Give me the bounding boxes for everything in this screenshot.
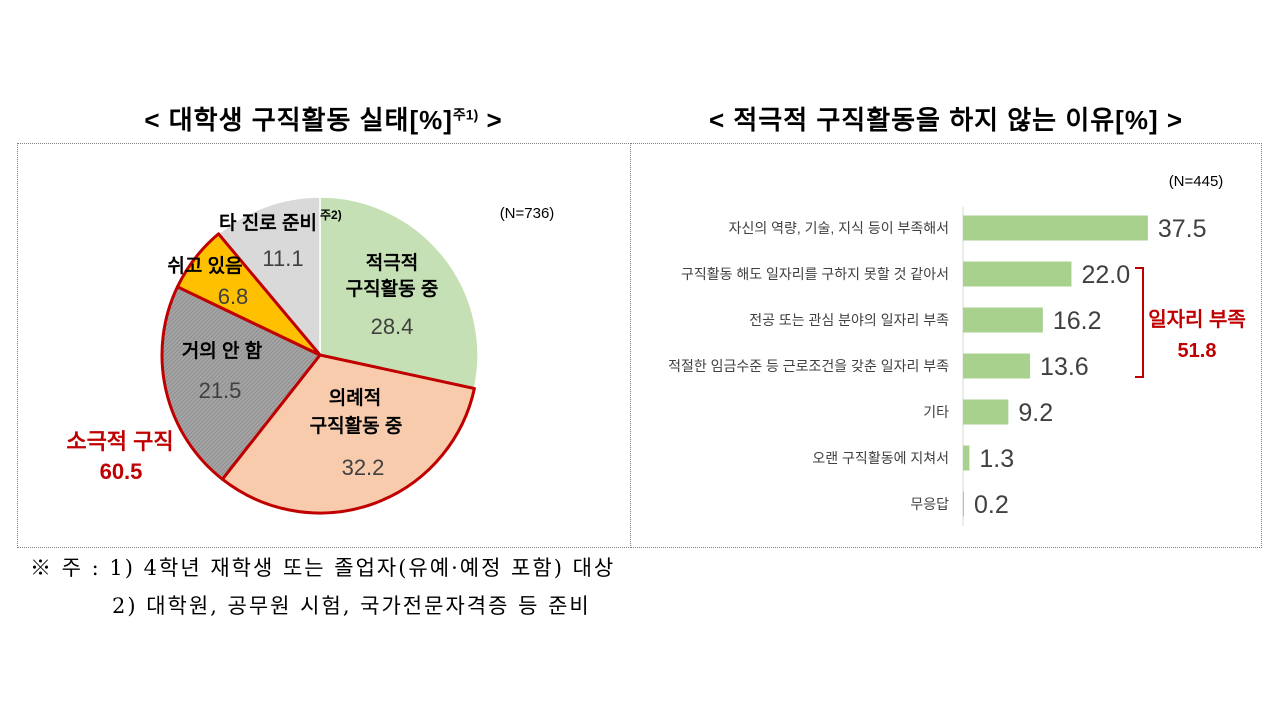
bar-value-label: 13.6 xyxy=(1040,353,1089,381)
pie-chart-title: < 대학생 구직활동 실태[%]주1) > xyxy=(17,100,630,140)
bar-chart-title: < 적극적 구직활동을 하지 않는 이유[%] > xyxy=(630,100,1262,140)
slice-label-formal-line2: 구직활동 중 xyxy=(310,415,403,437)
bar xyxy=(963,491,964,517)
pie-slice xyxy=(319,196,479,390)
pie-title-footnote-mark: 주1) xyxy=(452,106,479,123)
group-bracket xyxy=(1135,267,1144,378)
pie-labels: 적극적 구직활동 중 28.4 의례적 구직활동 중 32.2 거의 안 함 2… xyxy=(66,205,554,484)
bar-category-label: 적절한 임금수준 등 근로조건을 갖춘 일자리 부족 xyxy=(668,358,949,374)
bar-value-label: 1.3 xyxy=(979,445,1014,473)
bar-chart: 자신의 역량, 기술, 지식 등이 부족해서 37.5 구직활동 해도 일자리를 구… xyxy=(668,173,1246,526)
pie-slice xyxy=(175,232,322,357)
slice-label-resting: 쉬고 있음 xyxy=(167,255,242,277)
pie-title-close: > xyxy=(478,105,503,135)
bar-value-label: 9.2 xyxy=(1018,399,1053,427)
slice-label-other-path: 타 진로 준비 xyxy=(219,212,317,234)
pie-slices-highlighted xyxy=(160,232,476,515)
bar xyxy=(963,445,970,471)
bar-value-label: 16.2 xyxy=(1053,307,1102,335)
bar-group-label: 일자리 부족 xyxy=(1148,308,1246,331)
bar-category-label: 오랜 구직활동에 지쳐서 xyxy=(812,450,949,466)
bar-chart-panel xyxy=(630,143,1262,548)
pie-group-label: 소극적 구직 xyxy=(66,429,173,454)
bar-category-label: 자신의 역량, 기술, 지식 등이 부족해서 xyxy=(729,220,949,236)
pie-title-text: < 대학생 구직활동 실태[%] xyxy=(144,105,453,135)
bar xyxy=(963,261,1072,287)
bar xyxy=(963,307,1043,333)
slice-value-active: 28.4 xyxy=(371,314,414,339)
bar-sample-size: (N=445) xyxy=(1169,173,1224,190)
bar xyxy=(963,215,1148,241)
slice-label-active-line1: 적극적 xyxy=(366,252,418,274)
slice-value-other-path: 11.1 xyxy=(262,246,303,271)
bar-category-label: 전공 또는 관심 분야의 일자리 부족 xyxy=(749,312,949,328)
bar-category-label: 무응답 xyxy=(910,496,949,512)
slice-value-resting: 6.8 xyxy=(218,284,249,309)
pie-slice xyxy=(220,353,476,515)
bar-category-label: 구직활동 해도 일자리를 구하지 못할 것 같아서 xyxy=(681,266,949,282)
bar xyxy=(963,353,1031,379)
bar-category-label: 기타 xyxy=(923,404,949,420)
pie-slice xyxy=(217,196,321,358)
footnote-2: 2) 대학원, 공무원 시험, 국가전문자격증 등 준비 xyxy=(112,594,591,618)
pie-sample-size: (N=736) xyxy=(500,205,555,222)
pie-slices xyxy=(217,196,479,390)
pie-chart: 적극적 구직활동 중 28.4 의례적 구직활동 중 32.2 거의 안 함 2… xyxy=(66,196,554,515)
slice-value-barely: 21.5 xyxy=(199,378,242,403)
bar-title-text: < 적극적 구직활동을 하지 않는 이유[%] > xyxy=(708,105,1184,135)
slice-label-active-line2: 구직활동 중 xyxy=(346,278,439,300)
slice-label-barely: 거의 안 함 xyxy=(182,340,263,362)
pie-slice xyxy=(160,285,322,481)
bar-value-label: 37.5 xyxy=(1158,215,1207,243)
bar-value-label: 22.0 xyxy=(1081,261,1130,289)
bar-value-label: 0.2 xyxy=(974,491,1009,519)
slice-value-formal: 32.2 xyxy=(342,455,385,480)
slice-label-formal-line1: 의례적 xyxy=(329,387,381,409)
bar-marks: 자신의 역량, 기술, 지식 등이 부족해서 37.5 구직활동 해도 일자리를 구… xyxy=(668,215,1206,519)
slice-label-other-path-footnote-mark: 주2) xyxy=(320,208,342,222)
footnote-1: ※ 주 : 1) 4학년 재학생 또는 졸업자(유예·예정 포함) 대상 xyxy=(30,556,616,580)
bar-group-value: 51.8 xyxy=(1178,340,1217,362)
pie-group-value: 60.5 xyxy=(100,459,143,484)
bar xyxy=(963,399,1009,425)
